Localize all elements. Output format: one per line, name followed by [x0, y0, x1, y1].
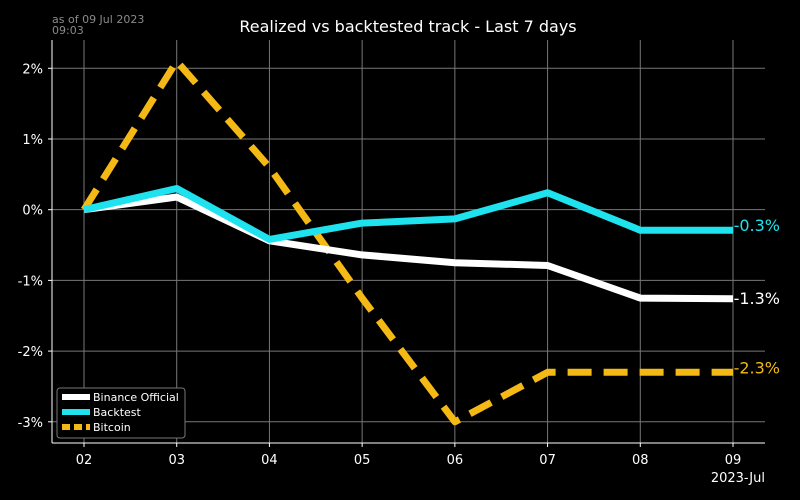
legend-label: Backtest [93, 406, 142, 419]
legend-label: Bitcoin [93, 421, 131, 434]
series-line-binance-official [83, 193, 734, 303]
y-tick-label: -2% [18, 345, 43, 360]
as-of-date: as of 09 Jul 2023 [52, 13, 144, 26]
grid [52, 40, 765, 443]
legend: Binance Official Backtest Bitcoin [56, 387, 186, 439]
x-tick-label: 09 [725, 453, 742, 468]
x-tick-label: 07 [539, 453, 556, 468]
series-line-backtest [83, 185, 733, 243]
end-label: -2.3% [734, 358, 780, 377]
x-tick-label: 08 [632, 453, 649, 468]
y-tick-label: 1% [22, 133, 43, 148]
as-of-time: 09:03 [52, 24, 84, 37]
legend-label: Binance Official [93, 391, 179, 404]
axes: 02 03 04 05 06 07 08 09 2% 1% 0% -1% -2% -3% [18, 40, 765, 468]
y-tick-label: -3% [18, 416, 43, 431]
end-label: -1.3% [734, 289, 780, 308]
x-axis-caption: 2023-Jul [711, 471, 765, 486]
x-tick-label: 03 [168, 453, 185, 468]
x-tick-label: 05 [354, 453, 371, 468]
y-tick-label: -1% [18, 274, 43, 289]
series-lines [81, 57, 734, 426]
y-tick-label: 2% [22, 62, 43, 77]
x-tick-label: 04 [261, 453, 278, 468]
series-line-bitcoin [81, 57, 733, 426]
y-tick-label: 0% [22, 204, 43, 219]
chart-title: Realized vs backtested track - Last 7 da… [239, 17, 576, 36]
x-tick-label: 02 [76, 453, 93, 468]
x-tick-label: 06 [447, 453, 464, 468]
end-label: -0.3% [734, 216, 780, 235]
end-labels: -1.3% -0.3% -2.3% [734, 216, 780, 377]
